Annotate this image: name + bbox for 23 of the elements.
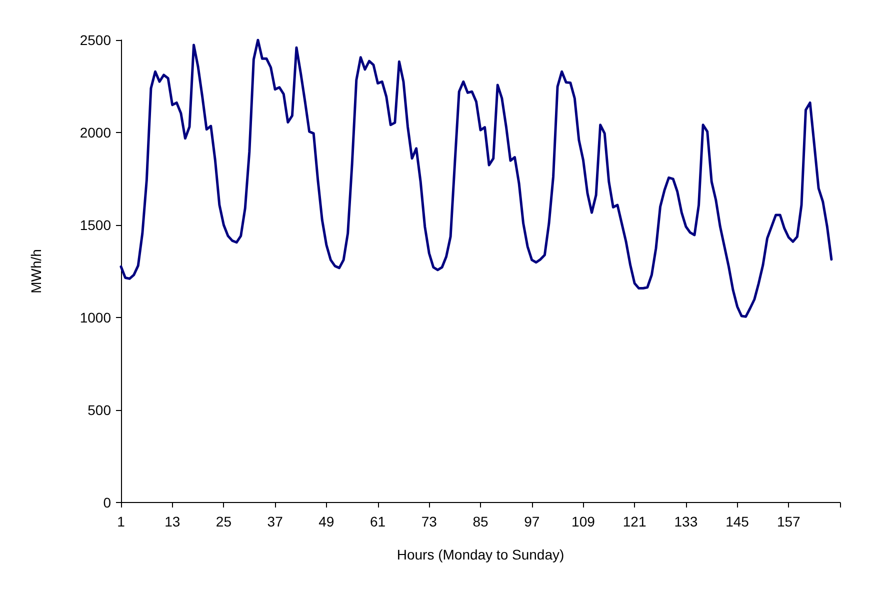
- y-tick-label: 1000: [80, 310, 112, 326]
- x-tick-label: 13: [164, 514, 180, 530]
- x-tick-label: 121: [622, 514, 646, 530]
- y-tick-label: 2000: [80, 124, 112, 140]
- x-tick-label: 145: [726, 514, 750, 530]
- x-tick-label: 109: [572, 514, 596, 530]
- x-tick-label: 133: [674, 514, 698, 530]
- y-tick-label: 1500: [80, 217, 112, 233]
- x-tick-label: 157: [776, 514, 801, 530]
- x-axis-title: Hours (Monday to Sunday): [396, 546, 564, 562]
- x-tick-label: 25: [216, 514, 232, 530]
- x-tick-label: 1: [117, 514, 126, 530]
- x-tick-label: 61: [370, 514, 386, 530]
- x-tick-label: 85: [472, 514, 488, 530]
- y-axis-title: MWh/h: [28, 249, 44, 294]
- x-tick-label: 37: [267, 514, 284, 530]
- y-tick-label: 500: [88, 402, 112, 418]
- y-tick-label: 2500: [80, 32, 112, 48]
- line-series: [120, 38, 833, 318]
- x-tick-label: 49: [318, 514, 334, 530]
- x-tick-label: 73: [421, 514, 438, 530]
- y-tick-label: 0: [103, 494, 112, 510]
- x-tick-label: 97: [524, 514, 540, 530]
